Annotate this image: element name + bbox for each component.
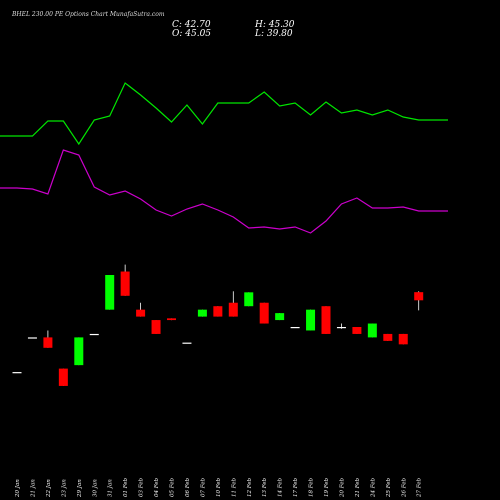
x-tick-label: 27 Feb: [417, 477, 423, 498]
x-tick-label: 22 Jan: [46, 479, 52, 498]
x-tick-label: 10 Feb: [216, 477, 222, 497]
x-tick-label: 01 Feb: [123, 477, 129, 497]
x-tick-label: 26 Feb: [401, 477, 407, 498]
candle-body: [383, 333, 393, 341]
candle-body: [259, 302, 269, 324]
candle-body: [151, 320, 161, 334]
open-value: O: 45.05: [172, 29, 212, 39]
candle-body: [321, 306, 331, 334]
x-tick-label: 04 Feb: [154, 477, 160, 497]
candle-body: [120, 271, 130, 296]
candle-body: [43, 337, 53, 348]
x-tick-label: 29 Jan: [77, 479, 83, 498]
candle-body: [367, 323, 377, 338]
x-tick-label: 25 Feb: [386, 477, 392, 498]
chart-title: BHEL 230.00 PE Options Chart MunafaSutra…: [12, 11, 165, 18]
candle-body: [306, 309, 316, 331]
x-tick-label: 21 Jan: [30, 479, 36, 498]
high-value: H: 45.30: [255, 20, 295, 30]
low-value: L: 39.80: [255, 29, 293, 39]
x-tick-label: 03 Feb: [139, 477, 145, 497]
candle-body: [27, 337, 37, 339]
x-tick-label: 19 Feb: [324, 477, 330, 497]
x-tick-label: 20 Jan: [15, 479, 21, 498]
x-tick-label: 24 Feb: [370, 477, 376, 498]
x-tick-label: 12 Feb: [247, 477, 253, 497]
candle-body: [414, 292, 424, 301]
upper-indicator-line: [0, 82, 448, 146]
candle-body: [244, 292, 254, 307]
candle-body: [213, 306, 223, 317]
close-value: C: 42.70: [172, 20, 211, 30]
candle-body: [336, 327, 346, 329]
x-tick-label: 06 Feb: [185, 477, 191, 497]
x-tick-label: 17 Feb: [293, 477, 299, 497]
x-tick-label: 14 Feb: [278, 477, 284, 497]
candle-body: [197, 309, 207, 317]
lower-indicator-line: [0, 149, 448, 234]
candle-body: [228, 302, 238, 317]
x-tick-label: 30 Jan: [92, 479, 98, 497]
candle-body: [352, 327, 362, 334]
x-tick-label: 07 Feb: [200, 477, 206, 497]
candle-body: [74, 337, 84, 366]
candle-body: [89, 333, 99, 336]
candle-body: [12, 372, 22, 374]
x-tick-label: 23 Jan: [61, 479, 67, 498]
x-axis-labels: 20 Jan 21 Jan 22 Jan 23 Jan 29 Jan 30 Jan 31 J…: [15, 477, 423, 498]
x-tick-label: 20 Feb: [339, 477, 345, 498]
candle-body: [136, 309, 146, 317]
candle-body: [290, 327, 300, 329]
candle-body: [167, 318, 176, 321]
x-tick-label: 21 Feb: [355, 477, 361, 498]
x-tick-label: 11 Feb: [231, 477, 237, 497]
candle-body: [182, 342, 192, 344]
candle-body: [58, 368, 68, 386]
x-tick-label: 13 Feb: [262, 477, 268, 497]
x-tick-label: 18 Feb: [309, 477, 315, 497]
candle-body: [398, 333, 408, 345]
candlestick-series: [12, 264, 424, 386]
candle-body: [105, 275, 115, 310]
x-tick-label: 05 Feb: [170, 477, 176, 497]
candle-body: [275, 313, 285, 321]
x-tick-label: 31 Jan: [108, 479, 114, 497]
